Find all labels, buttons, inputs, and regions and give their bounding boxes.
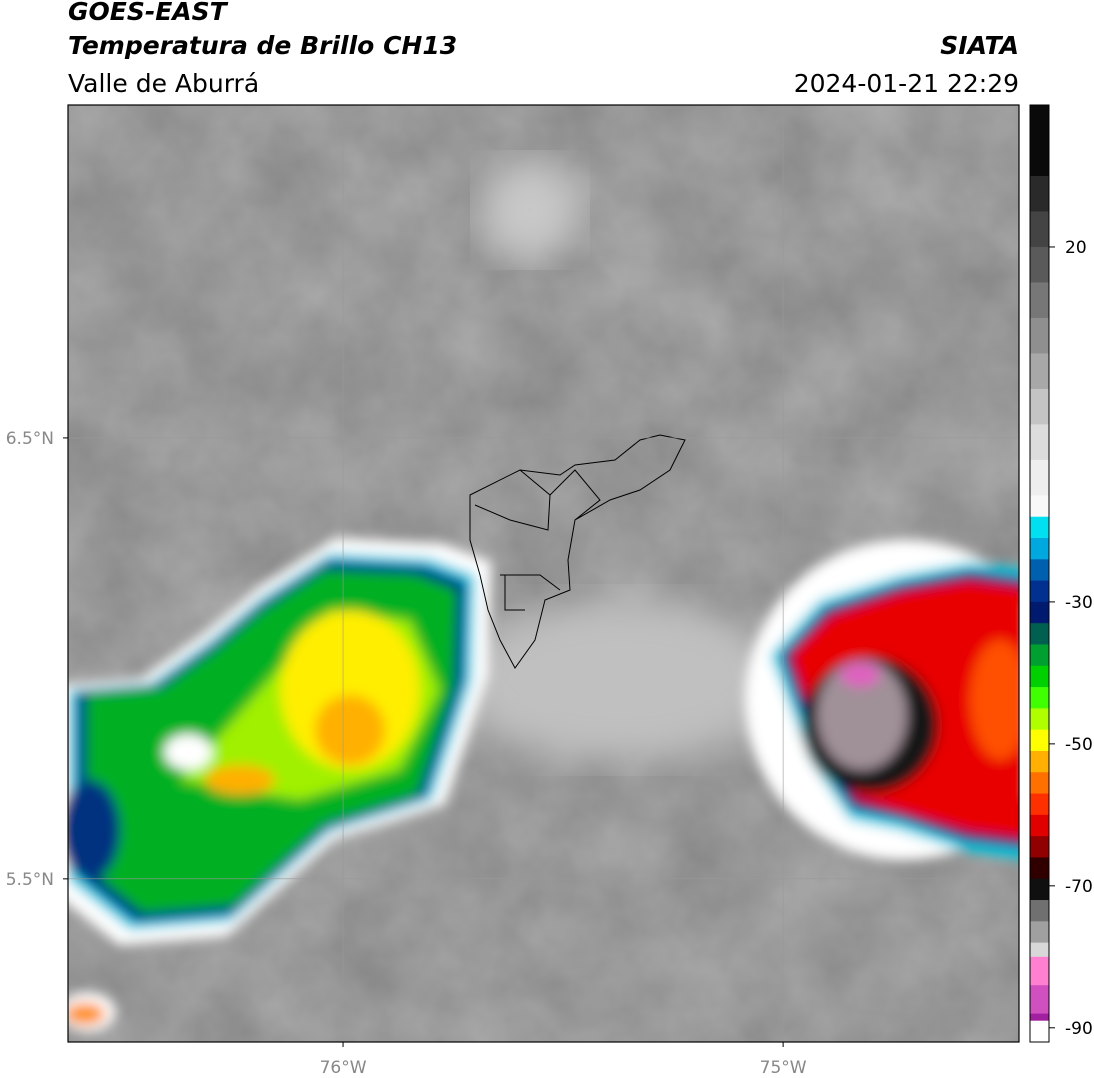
x-tick-label: 75°W <box>760 1058 807 1078</box>
colorbar-band <box>1030 942 1049 958</box>
colorbar-band <box>1030 211 1049 248</box>
colorbar-tick-label: -90 <box>1065 1019 1093 1039</box>
colorbar-band <box>1030 495 1049 518</box>
imagery <box>68 105 1019 1042</box>
colorbar-band <box>1030 857 1049 880</box>
datetime: 2024-01-21 22:29 <box>794 69 1019 98</box>
colorbar-band <box>1030 538 1049 560</box>
colorbar-band <box>1030 424 1049 461</box>
colorbar-frame <box>1029 104 1050 1043</box>
colorbar-band <box>1030 623 1049 645</box>
colorbar-band <box>1030 388 1049 425</box>
x-tick-label: 76°W <box>320 1058 367 1078</box>
colorbar-band <box>1030 580 1049 603</box>
colorbar-band <box>1030 687 1049 709</box>
colorbar-band <box>1030 900 1049 922</box>
colorbar-band <box>1030 878 1049 901</box>
municipal-boundaries <box>469 434 686 669</box>
colorbar-band <box>1030 246 1049 283</box>
colorbar-band <box>1030 282 1049 319</box>
source: SIATA <box>940 31 1019 60</box>
colorbar-band <box>1030 1013 1049 1022</box>
title-2: Temperatura de Brillo CH13 <box>68 31 457 60</box>
colorbar-band <box>1030 644 1049 667</box>
colorbar-band <box>1030 601 1049 624</box>
y-tick-label: 6.5°N <box>6 429 54 449</box>
colorbar-tick-label: -30 <box>1065 593 1093 613</box>
colorbar-band <box>1030 1020 1049 1043</box>
map-frame <box>67 104 1020 1043</box>
colorbar-band <box>1030 985 1049 1015</box>
colorbar-band <box>1030 729 1049 752</box>
y-tick-label: 5.5°N <box>6 870 54 890</box>
colorbar-band <box>1030 516 1049 539</box>
colorbar-band <box>1030 836 1049 858</box>
colorbar-tick-label: -50 <box>1065 735 1093 755</box>
title-1: GOES-EAST <box>68 0 229 26</box>
colorbar-tick-label: 20 <box>1065 238 1087 258</box>
colorbar-band <box>1030 175 1049 212</box>
colorbar-band <box>1030 665 1049 688</box>
colorbar-band <box>1030 750 1049 773</box>
colorbar-band <box>1030 814 1049 837</box>
colorbar-band <box>1030 459 1049 496</box>
colorbar-band <box>1030 956 1049 986</box>
colorbar-band <box>1030 317 1049 354</box>
colorbar-tick-label: -70 <box>1065 877 1093 897</box>
colorbar-band <box>1030 708 1049 731</box>
colorbar-band <box>1030 772 1049 795</box>
colorbar-band <box>1030 353 1049 390</box>
colorbar-band <box>1030 105 1049 177</box>
colorbar-band <box>1030 793 1049 816</box>
colorbar-band <box>1030 559 1049 582</box>
title-3: Valle de Aburrá <box>68 69 259 98</box>
colorbar-band <box>1030 921 1049 944</box>
